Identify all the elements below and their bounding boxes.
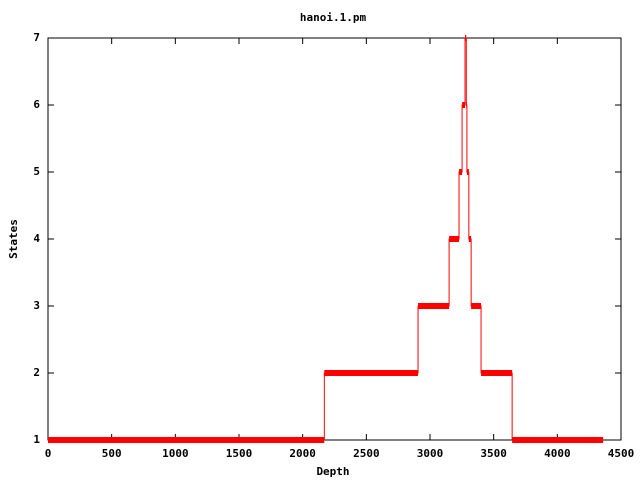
y-tick-label: 1 xyxy=(33,433,40,446)
y-tick-label: 4 xyxy=(33,232,40,245)
x-tick-label: 2000 xyxy=(289,447,316,460)
y-tick-label: 5 xyxy=(33,165,40,178)
x-axis-label: Depth xyxy=(316,465,349,478)
x-tick-label: 0 xyxy=(45,447,52,460)
x-tick-label: 3500 xyxy=(480,447,507,460)
plot-border xyxy=(47,37,622,441)
x-tick-label: 500 xyxy=(102,447,122,460)
x-tick-label: 1000 xyxy=(162,447,189,460)
y-axis-label: States xyxy=(7,219,20,259)
x-tick-label: 4500 xyxy=(608,447,635,460)
y-tick-label: 3 xyxy=(33,299,40,312)
data-line xyxy=(48,37,604,441)
y-tick-label: 2 xyxy=(33,366,40,379)
x-tick-label: 4000 xyxy=(544,447,571,460)
x-tick-label: 2500 xyxy=(353,447,380,460)
y-tick-label: 6 xyxy=(33,98,40,111)
x-tick-label: 1500 xyxy=(226,447,253,460)
y-tick-label: 7 xyxy=(33,31,40,44)
x-tick-label: 3000 xyxy=(417,447,444,460)
chart-title: hanoi.1.pm xyxy=(300,11,367,24)
